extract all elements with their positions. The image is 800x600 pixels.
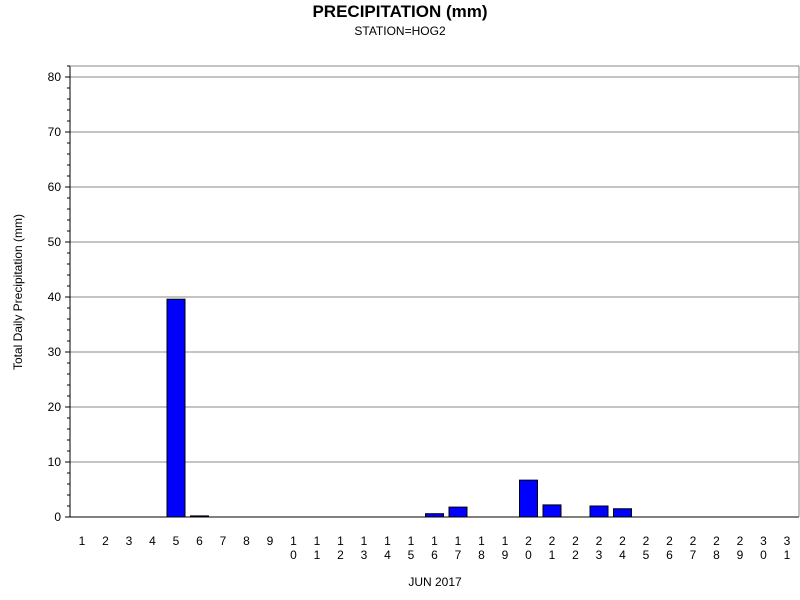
gridlines (70, 76, 799, 463)
chart-title: PRECIPITATION (mm) (312, 2, 487, 21)
bar (519, 479, 538, 518)
x-tick-label: 4 (149, 534, 156, 548)
y-tick-label: 0 (54, 510, 61, 524)
x-tick-label: 8 (243, 534, 250, 548)
y-axis-label: Total Daily Precipitation (mm) (11, 214, 25, 370)
x-tick-label: 9 (267, 534, 274, 548)
x-tick-label: 5 (173, 534, 180, 548)
bar (166, 298, 186, 518)
x-tick-label: 2 (102, 534, 109, 548)
x-tick-label: 6 (196, 534, 203, 548)
y-tick-label: 50 (48, 235, 62, 249)
x-tick-label: 3 (126, 534, 133, 548)
bars (166, 298, 632, 518)
y-tick-label: 70 (48, 125, 62, 139)
y-tick-label: 20 (48, 400, 62, 414)
bar (448, 506, 468, 518)
y-tick-label: 30 (48, 345, 62, 359)
bar (589, 505, 609, 518)
x-tick-label: 7 (220, 534, 227, 548)
bar (542, 504, 562, 518)
y-tick-label: 60 (48, 180, 62, 194)
y-tick-label: 10 (48, 455, 62, 469)
y-tick-label: 80 (48, 70, 62, 84)
y-tick-labels: 0 10 20 30 40 50 60 70 80 (48, 70, 62, 524)
y-tick-label: 40 (48, 290, 62, 304)
axes (65, 65, 800, 518)
chart-subtitle: STATION=HOG2 (354, 24, 446, 38)
x-tick-label: 1 (79, 534, 86, 548)
x-tick-labels: 1 2 3 4 5 6 7 8 9 1 01 11 21 31 41 51 61 71 81 92 02 12 22 32 42… (79, 534, 791, 562)
bar (613, 508, 632, 518)
x-axis-label: JUN 2017 (408, 575, 462, 589)
